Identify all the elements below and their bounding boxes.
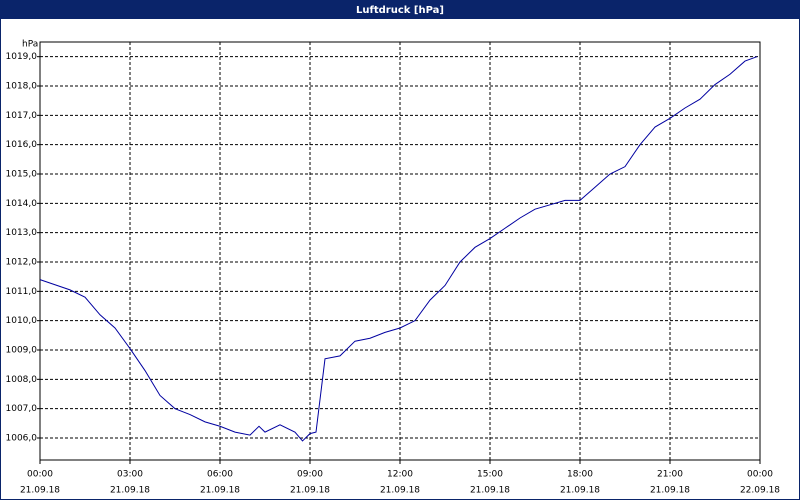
y-tick-label: 1011,0	[6, 287, 38, 297]
y-tick-label: 1010,0	[6, 316, 38, 326]
x-tick-date: 21.09.18	[560, 486, 600, 496]
x-tick-date: 21.09.18	[470, 486, 510, 496]
x-tick-label: 03:00	[117, 470, 143, 480]
y-tick-label: 1007,0	[6, 404, 38, 414]
x-tick-date: 21.09.18	[110, 486, 150, 496]
x-tick-date: 21.09.18	[650, 486, 690, 496]
x-tick-label: 21:00	[657, 470, 683, 480]
x-tick-date: 21.09.18	[20, 486, 60, 496]
y-tick-label: 1009,0	[6, 346, 38, 356]
x-tick-label: 18:00	[567, 470, 593, 480]
y-tick-label: 1008,0	[6, 375, 38, 385]
x-tick-label: 15:00	[477, 470, 503, 480]
plot-frame	[39, 41, 761, 461]
x-tick-date: 22.09.18	[740, 486, 780, 496]
title-bar	[0, 0, 800, 19]
x-tick-date: 21.09.18	[380, 486, 420, 496]
y-tick-label: 1017,0	[6, 111, 38, 121]
plot-area	[40, 42, 760, 460]
y-tick-label: 1019,0	[6, 52, 38, 62]
x-tick-date: 21.09.18	[290, 486, 330, 496]
y-tick-label: 1013,0	[6, 228, 38, 238]
x-tick-label: 06:00	[207, 470, 233, 480]
y-tick-label: 1014,0	[6, 199, 38, 209]
x-tick-label: 00:00	[27, 470, 53, 480]
y-axis-label: hPa	[22, 40, 38, 50]
x-tick-label: 12:00	[387, 470, 413, 480]
x-tick-label: 09:00	[297, 470, 323, 480]
x-tick-date: 21.09.18	[200, 486, 240, 496]
y-tick-label: 1018,0	[6, 82, 38, 92]
data-line	[39, 56, 758, 442]
x-tick-label: 00:00	[747, 470, 773, 480]
y-tick-label: 1016,0	[6, 140, 38, 150]
y-tick-label: 1015,0	[6, 170, 38, 180]
y-tick-label: 1012,0	[6, 258, 38, 268]
chart-title: Luftdruck [hPa]	[356, 5, 444, 16]
y-tick-label: 1006,0	[6, 434, 38, 444]
